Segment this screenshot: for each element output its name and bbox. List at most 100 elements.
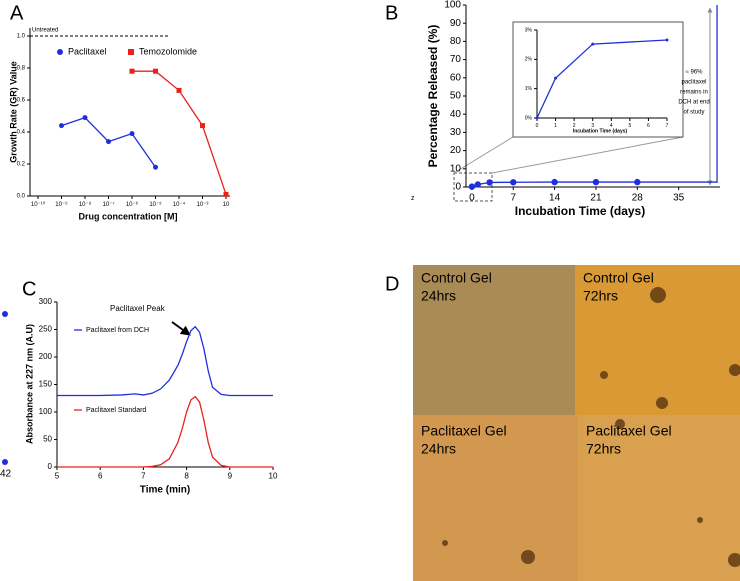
y-tick-label: 100 bbox=[39, 407, 53, 416]
y-axis-title: Percentage Released (%) bbox=[426, 25, 440, 168]
marker bbox=[82, 115, 88, 121]
marker bbox=[554, 76, 558, 80]
series-line bbox=[637, 5, 718, 183]
x-tick-label: 10 bbox=[269, 472, 278, 481]
x-tick-label: 7 bbox=[510, 193, 516, 204]
y-tick-label: 0.8 bbox=[17, 66, 26, 72]
x-tick-label: 5 bbox=[628, 123, 631, 129]
marker bbox=[153, 164, 158, 170]
y-tick-label: 20 bbox=[450, 145, 462, 156]
micrograph-label: Control Gel bbox=[421, 270, 492, 286]
series-line bbox=[57, 395, 273, 468]
stray-text: z bbox=[411, 195, 415, 202]
legend-marker bbox=[57, 49, 63, 55]
marker bbox=[591, 42, 595, 46]
marker bbox=[153, 68, 158, 74]
marker bbox=[665, 38, 669, 42]
zoom-connector bbox=[453, 136, 514, 174]
annotation: DCH at end bbox=[678, 100, 709, 106]
stray-dot bbox=[2, 311, 8, 317]
x-tick-label: 3 bbox=[591, 123, 594, 129]
micrograph-time: 24hrs bbox=[421, 288, 456, 304]
y-tick-label: 1% bbox=[525, 86, 533, 92]
y-tick-label: 0 bbox=[48, 462, 53, 471]
legend-marker bbox=[128, 49, 134, 55]
marker bbox=[510, 179, 517, 186]
legend-label: Paclitaxel from DCH bbox=[86, 327, 149, 334]
annotation: Paclitaxel Peak bbox=[110, 304, 166, 313]
y-tick-label: 0.6 bbox=[17, 98, 26, 104]
micrograph-time: 72hrs bbox=[586, 441, 621, 457]
panel-label: A bbox=[10, 2, 24, 24]
y-tick-label: 0.0 bbox=[17, 194, 26, 200]
micrograph-label: Paclitaxel Gel bbox=[421, 423, 507, 439]
x-tick-label: 1 bbox=[554, 123, 557, 129]
stray-dot bbox=[2, 459, 8, 465]
annotation: ≈ 96% bbox=[686, 70, 704, 76]
x-tick-label: 6 bbox=[98, 472, 103, 481]
y-tick-label: 2% bbox=[525, 57, 533, 63]
annotation: paclitaxel bbox=[681, 80, 706, 86]
stray-text: 42 bbox=[0, 469, 12, 480]
reference-label: Untreated bbox=[32, 28, 58, 34]
y-tick-label: 80 bbox=[450, 36, 462, 47]
micrograph-label: Paclitaxel Gel bbox=[586, 423, 672, 439]
y-tick-label: 0% bbox=[525, 115, 533, 121]
micrograph bbox=[578, 415, 740, 581]
panel-label: B bbox=[385, 2, 398, 24]
y-tick-label: 300 bbox=[39, 297, 53, 306]
legend-label: Paclitaxel bbox=[68, 46, 107, 56]
x-tick-label: 2 bbox=[573, 123, 576, 129]
marker bbox=[59, 123, 64, 129]
x-tick-label: 14 bbox=[549, 193, 561, 204]
x-tick-label: 10⁻³ bbox=[197, 202, 209, 208]
y-tick-label: 100 bbox=[444, 0, 461, 11]
y-tick-label: 3% bbox=[525, 27, 533, 33]
y-tick-label: 250 bbox=[39, 325, 53, 334]
y-tick-label: 0 bbox=[455, 182, 461, 193]
cell-clusters bbox=[442, 287, 740, 567]
annotation: of study bbox=[683, 110, 704, 116]
x-tick-label: 0 bbox=[536, 123, 539, 129]
series-line bbox=[57, 325, 273, 397]
y-tick-label: 30 bbox=[450, 127, 462, 138]
y-tick-label: 70 bbox=[450, 54, 462, 65]
marker bbox=[200, 123, 205, 129]
y-tick-label: 200 bbox=[39, 352, 53, 361]
marker bbox=[129, 131, 135, 137]
y-tick-label: 90 bbox=[450, 18, 462, 29]
y-tick-label: 0.4 bbox=[17, 130, 26, 136]
series-line bbox=[536, 39, 668, 119]
x-tick-label: 6 bbox=[647, 123, 650, 129]
marker bbox=[474, 181, 482, 188]
x-tick-label: 7 bbox=[666, 123, 669, 129]
x-tick-label: 10⁻⁵ bbox=[149, 201, 162, 208]
y-tick-label: 0.2 bbox=[17, 162, 26, 168]
panel-label: C bbox=[22, 278, 36, 300]
y-tick-label: 50 bbox=[450, 91, 462, 102]
x-tick-label: 5 bbox=[55, 472, 60, 481]
marker bbox=[535, 116, 539, 120]
x-tick-label: 10⁻⁷ bbox=[102, 201, 114, 208]
x-tick-label: 10⁻⁴ bbox=[173, 201, 186, 208]
x-tick-label: 28 bbox=[632, 193, 644, 204]
zoom-connector bbox=[491, 136, 684, 174]
x-axis-title: Incubation Time (days) bbox=[515, 204, 645, 218]
y-tick-label: 60 bbox=[450, 72, 462, 83]
y-tick-label: 10 bbox=[450, 163, 462, 174]
x-tick-label: 21 bbox=[590, 193, 602, 204]
y-tick-label: 1.0 bbox=[17, 34, 26, 40]
x-tick-label: 10⁻¹⁰ bbox=[31, 201, 46, 208]
micrograph-time: 24hrs bbox=[421, 441, 456, 457]
micrograph bbox=[413, 265, 575, 415]
marker bbox=[551, 178, 558, 186]
legend-label: Temozolomide bbox=[139, 46, 197, 56]
marker bbox=[223, 191, 229, 197]
y-tick-label: 50 bbox=[43, 435, 52, 444]
marker bbox=[468, 183, 476, 190]
x-axis-title: Time (min) bbox=[140, 485, 190, 496]
marker bbox=[486, 179, 493, 186]
micrograph-time: 72hrs bbox=[583, 288, 618, 304]
x-tick-label: 8 bbox=[184, 472, 189, 481]
